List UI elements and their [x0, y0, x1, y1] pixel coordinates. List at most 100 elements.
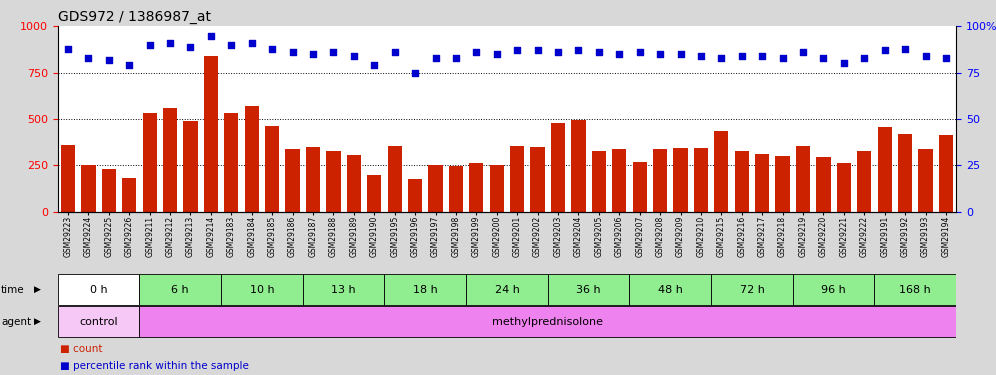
Bar — [384, 274, 466, 305]
Point — [876, 47, 892, 53]
Point — [631, 49, 647, 55]
Text: 48 h: 48 h — [658, 285, 682, 295]
Bar — [874, 274, 956, 305]
Bar — [548, 274, 629, 305]
Bar — [139, 274, 221, 305]
Bar — [286, 149, 300, 212]
Bar — [368, 175, 381, 212]
Text: control: control — [80, 316, 118, 327]
Text: ▶: ▶ — [34, 317, 41, 326]
Point — [141, 42, 157, 48]
Bar — [466, 274, 548, 305]
Point — [509, 47, 525, 53]
Bar — [796, 146, 810, 212]
Point — [162, 40, 178, 46]
Point — [285, 49, 301, 55]
Point — [938, 55, 954, 61]
Text: methylprednisolone: methylprednisolone — [492, 316, 604, 327]
Bar — [82, 165, 96, 212]
Point — [550, 49, 566, 55]
Point — [713, 55, 729, 61]
Bar — [837, 163, 851, 212]
Bar — [224, 114, 238, 212]
Bar — [142, 114, 156, 212]
Bar — [303, 274, 384, 305]
Text: agent: agent — [1, 316, 31, 327]
Bar — [939, 135, 953, 212]
Point — [612, 51, 627, 57]
Bar — [551, 123, 565, 212]
Bar — [694, 148, 708, 212]
Point — [305, 51, 321, 57]
Point — [326, 49, 342, 55]
Bar — [793, 274, 874, 305]
Bar — [572, 120, 586, 212]
Bar — [204, 56, 218, 212]
Point — [857, 55, 872, 61]
Bar — [58, 274, 139, 305]
Text: 168 h: 168 h — [899, 285, 931, 295]
Bar — [629, 274, 711, 305]
Point — [407, 70, 423, 76]
Text: 96 h: 96 h — [822, 285, 846, 295]
Bar — [858, 151, 872, 212]
Text: ■ count: ■ count — [60, 344, 103, 354]
Point — [367, 62, 382, 68]
Text: 6 h: 6 h — [171, 285, 189, 295]
Point — [101, 57, 117, 63]
Bar — [245, 106, 259, 212]
Bar — [653, 149, 667, 212]
Bar — [490, 165, 504, 212]
Text: 72 h: 72 h — [740, 285, 764, 295]
Bar — [755, 154, 769, 212]
Bar — [327, 151, 341, 212]
Bar — [265, 126, 279, 212]
Text: time: time — [1, 285, 25, 295]
Bar — [776, 156, 790, 212]
Bar — [428, 165, 442, 212]
Bar — [163, 108, 177, 212]
Point — [734, 53, 750, 59]
Point — [836, 60, 852, 66]
Bar — [61, 145, 75, 212]
Point — [571, 47, 587, 53]
Bar — [183, 121, 197, 212]
Bar — [817, 157, 831, 212]
Point — [60, 45, 76, 51]
Point — [182, 44, 198, 50]
Bar — [469, 163, 483, 212]
Text: 13 h: 13 h — [332, 285, 356, 295]
Point — [816, 55, 832, 61]
Bar — [408, 179, 422, 212]
Point — [897, 45, 913, 51]
Bar — [58, 306, 139, 337]
Point — [346, 53, 362, 59]
Text: 36 h: 36 h — [577, 285, 601, 295]
Point — [264, 45, 280, 51]
Bar — [592, 151, 606, 212]
Bar — [632, 162, 646, 212]
Text: 24 h: 24 h — [495, 285, 519, 295]
Point — [917, 53, 933, 59]
Text: 10 h: 10 h — [250, 285, 274, 295]
Point — [795, 49, 811, 55]
Text: ▶: ▶ — [34, 285, 41, 294]
Point — [448, 55, 464, 61]
Point — [122, 62, 137, 68]
Point — [468, 49, 484, 55]
Bar — [531, 147, 545, 212]
Bar — [510, 146, 524, 212]
Bar — [306, 147, 320, 212]
Bar — [347, 155, 361, 212]
Bar — [123, 177, 136, 212]
Bar — [387, 146, 401, 212]
Bar — [735, 151, 749, 212]
Bar — [711, 274, 793, 305]
Bar — [714, 131, 728, 212]
Point — [775, 55, 791, 61]
Point — [530, 47, 546, 53]
Point — [754, 53, 770, 59]
Bar — [918, 149, 932, 212]
Bar — [898, 134, 912, 212]
Text: 0 h: 0 h — [90, 285, 108, 295]
